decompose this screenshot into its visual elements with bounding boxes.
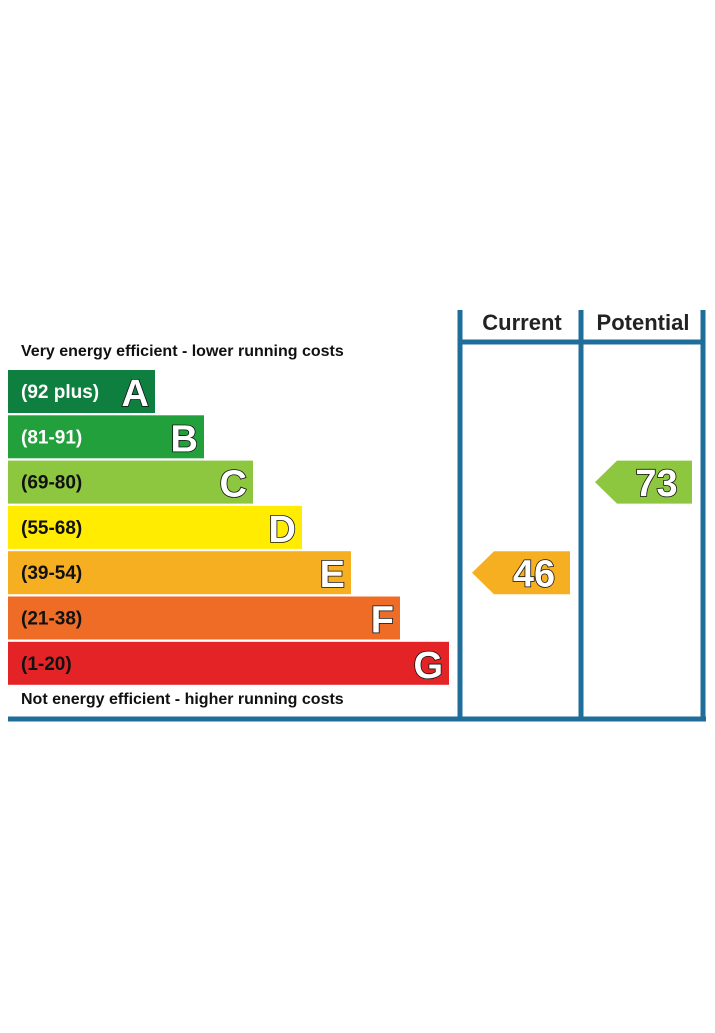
chart-frame <box>8 310 706 722</box>
rating-markers: 46 73 <box>472 460 692 597</box>
band-g-letter: G <box>413 645 443 687</box>
band-c-range: (69-80) <box>21 473 82 494</box>
band-e-bar <box>8 551 351 595</box>
band-g-bar <box>8 641 449 685</box>
band-b-bar <box>8 415 204 459</box>
potential-column-header: Potential <box>597 310 690 335</box>
band-f-letter: F <box>371 600 394 642</box>
band-d-letter: D <box>269 509 296 551</box>
band-e-letter: E <box>320 554 345 596</box>
band-a-letter: A <box>122 373 149 415</box>
band-a-bar <box>8 370 155 413</box>
top-caption: Very energy efficient - lower running co… <box>21 343 344 360</box>
potential-rating-arrow <box>595 460 692 504</box>
band-b-range: (81-91) <box>21 427 82 448</box>
band-c-bar <box>8 460 253 504</box>
potential-rating-value: 73 <box>635 463 677 505</box>
current-rating-arrow <box>472 551 570 595</box>
bottom-caption: Not energy efficient - higher running co… <box>21 691 344 708</box>
band-a-range: (92 plus) <box>21 382 99 403</box>
band-f-range: (21-38) <box>21 609 82 630</box>
rating-bands: (92 plus) A (81-91) B (69-80) C (55-68) D (39-54… <box>8 370 449 688</box>
band-c-letter: C <box>220 464 247 506</box>
band-g-range: (1-20) <box>21 654 72 675</box>
current-rating-value: 46 <box>513 554 555 596</box>
band-f-bar <box>8 596 400 640</box>
current-column-header: Current <box>482 310 562 335</box>
band-e-range: (39-54) <box>21 563 82 584</box>
band-d-range: (55-68) <box>21 518 82 539</box>
band-b-letter: B <box>171 418 198 460</box>
band-d-bar <box>8 505 302 549</box>
